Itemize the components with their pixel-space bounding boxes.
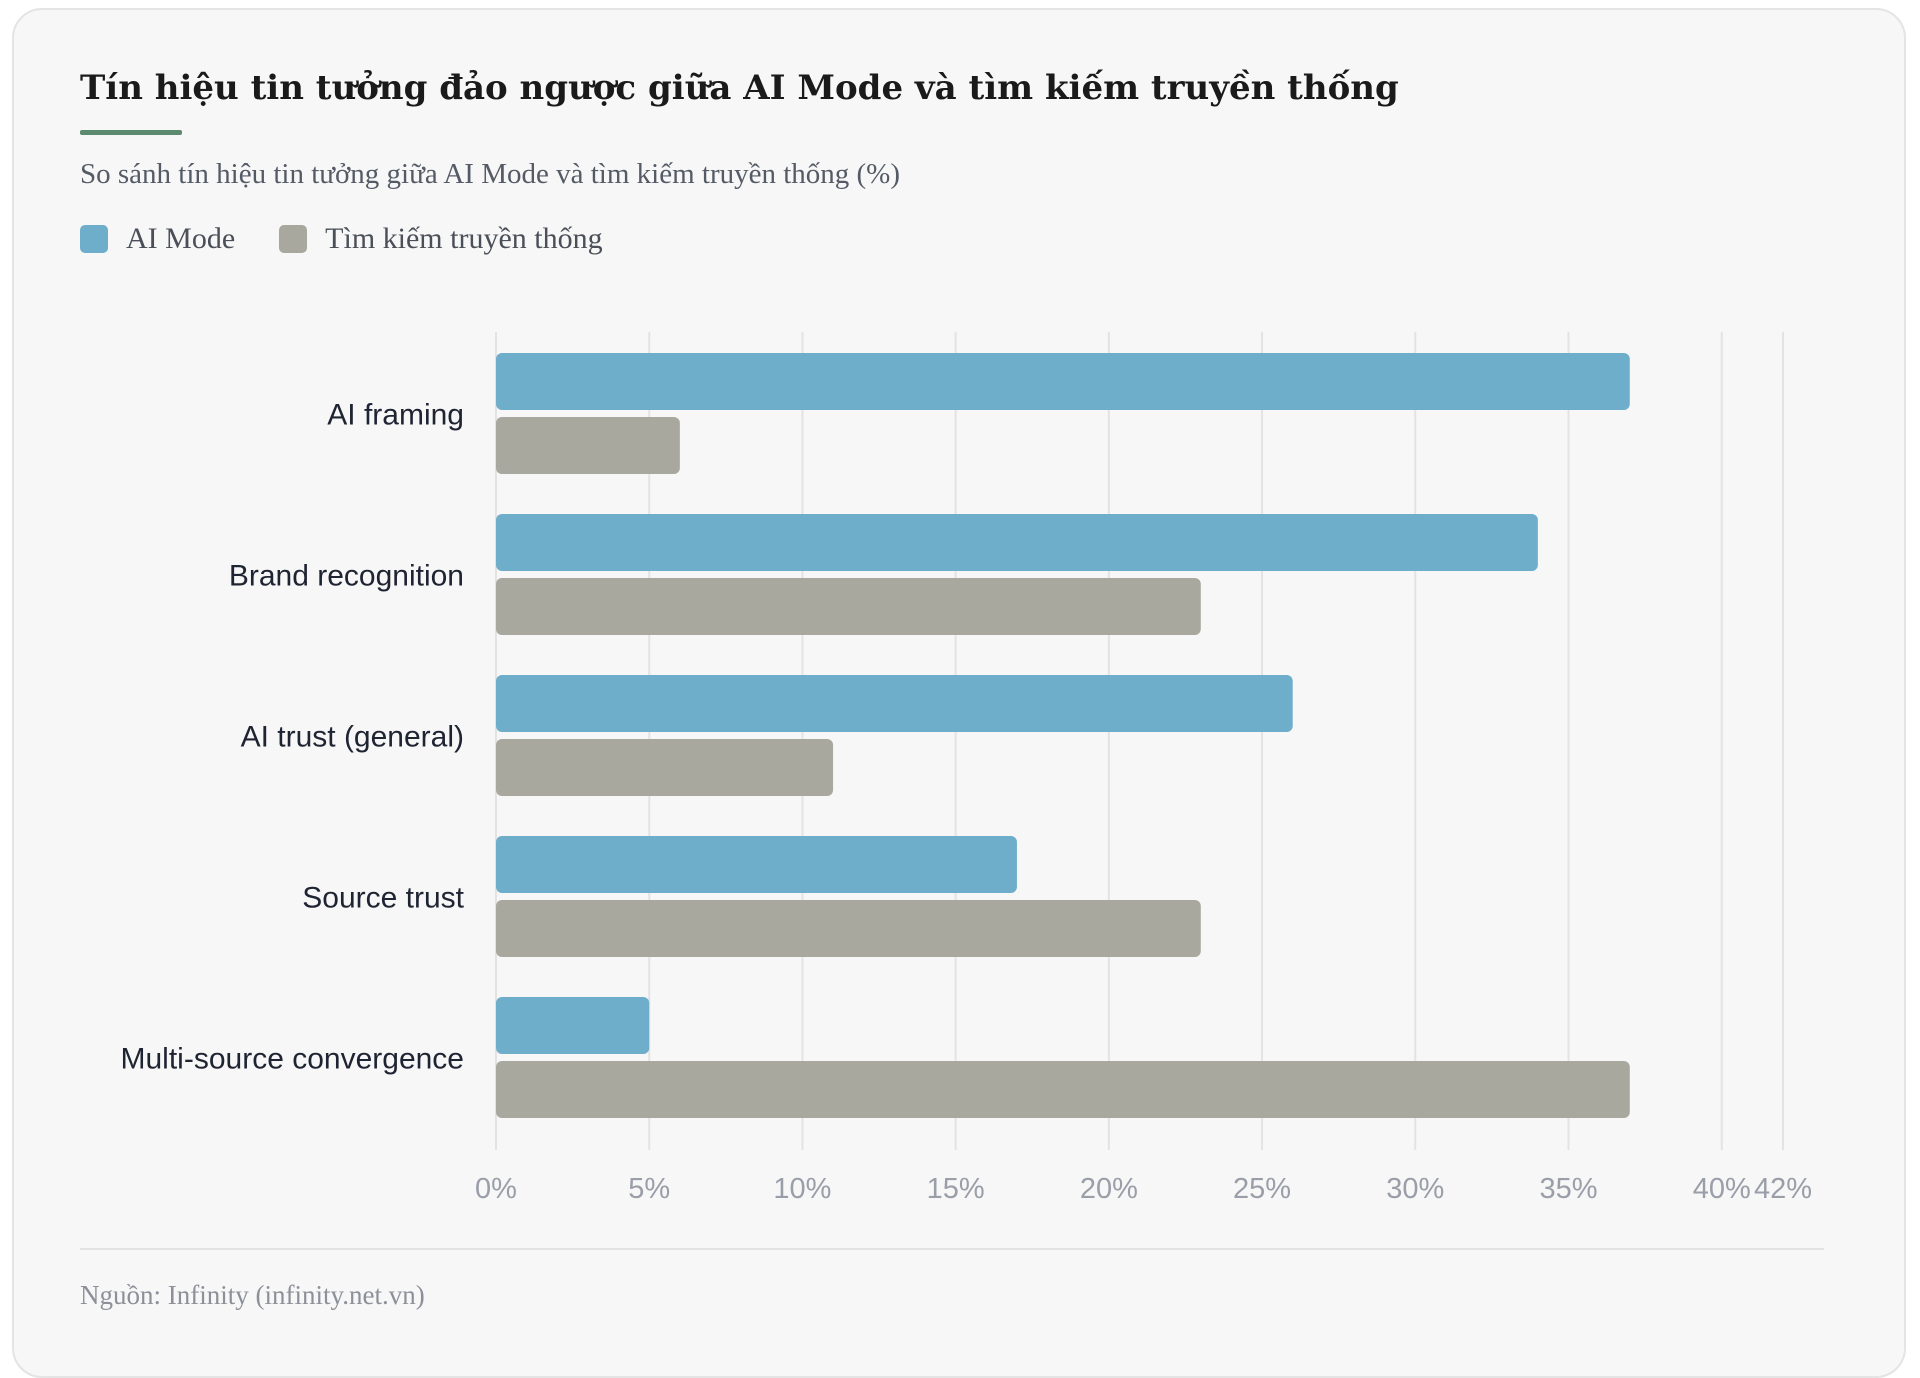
bar-chart: AI framing Brand recognition AI trust (gen… xyxy=(121,332,1812,1205)
bar-4-series-1 xyxy=(496,1061,1630,1118)
x-tick-label-1: 5% xyxy=(628,1173,670,1205)
legend-swatch-ai-mode xyxy=(80,225,108,253)
category-label-1: Brand recognition xyxy=(229,560,464,593)
legend-item-traditional-search: Tìm kiếm truyền thống xyxy=(279,222,603,256)
footer-divider xyxy=(80,1248,1824,1250)
legend-label-ai-mode: AI Mode xyxy=(126,222,236,255)
x-tick-label-2: 10% xyxy=(773,1173,831,1205)
x-tick-label-9: 42% xyxy=(1754,1173,1812,1205)
bar-2-series-1 xyxy=(496,739,834,796)
chart-subtitle: So sánh tín hiệu tin tưởng giữa AI Mode … xyxy=(80,158,901,190)
x-tick-label-3: 15% xyxy=(927,1173,985,1205)
bar-3-series-1 xyxy=(496,900,1201,957)
x-tick-label-7: 35% xyxy=(1539,1173,1597,1205)
bar-4-series-0 xyxy=(496,997,650,1054)
bar-3-series-0 xyxy=(496,836,1017,893)
legend-label-traditional-search: Tìm kiếm truyền thống xyxy=(325,222,603,255)
category-label-2: AI trust (general) xyxy=(241,721,464,754)
bar-1-series-0 xyxy=(496,514,1538,571)
bar-2-series-0 xyxy=(496,675,1293,732)
x-tick-label-0: 0% xyxy=(475,1173,517,1205)
category-label-0: AI framing xyxy=(327,399,464,432)
legend: AI Mode Tìm kiếm truyền thống xyxy=(80,222,647,256)
category-label-3: Source trust xyxy=(302,882,464,915)
chart-title: Tín hiệu tin tưởng đảo ngược giữa AI Mod… xyxy=(80,68,1399,108)
category-label-4: Multi-source convergence xyxy=(121,1043,465,1076)
bar-0-series-1 xyxy=(496,417,680,474)
x-tick-label-4: 20% xyxy=(1080,1173,1138,1205)
legend-swatch-traditional-search xyxy=(279,225,308,253)
x-tick-label-6: 30% xyxy=(1386,1173,1444,1205)
x-tick-label-8: 40% xyxy=(1693,1173,1751,1205)
x-tick-label-5: 25% xyxy=(1233,1173,1291,1205)
source-note: Nguồn: Infinity (infinity.net.vn) xyxy=(80,1280,425,1310)
bar-1-series-1 xyxy=(496,578,1201,635)
legend-item-ai-mode: AI Mode xyxy=(80,222,235,256)
title-underline xyxy=(80,130,182,135)
bar-0-series-0 xyxy=(496,353,1630,410)
